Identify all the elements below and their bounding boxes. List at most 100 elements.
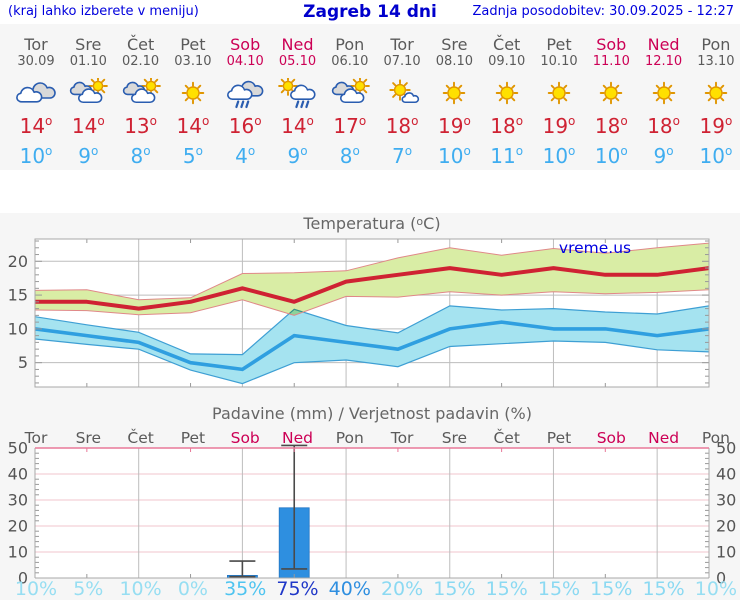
precip-day-label: Tor [390,429,414,447]
low-temp: 7o [392,144,413,168]
weather-icon [538,78,580,110]
weather-icon [224,78,266,110]
sun-cloud-icon [331,76,370,104]
forecast-day-column: Pon 06.10 17o 8o [322,24,378,170]
forecast-day-column: Čet 02.10 13o 8o [113,24,169,170]
low-temp: 9o [78,144,99,168]
precip-ytick-left: 50 [8,439,28,458]
sunny-icon [704,81,728,105]
day-date: 07.10 [383,54,421,69]
low-temp: 4o [235,144,256,168]
forecast-day-column: Sob 11.10 18o 10o [583,24,639,170]
weather-icon [381,78,423,110]
low-temp: 10o [594,144,628,168]
day-name: Ned [281,35,314,54]
precip-probability-label: 10% [119,578,161,600]
high-temp: 18o [490,114,524,138]
precip-day-label: Ned [648,429,679,447]
low-temp: 11o [490,144,524,168]
day-date: 11.10 [592,54,630,69]
weather-icon [643,78,685,110]
precip-day-label: Tor [24,429,48,447]
precip-day-label: Čet [127,428,153,447]
forecast-day-column: Pet 10.10 19o 10o [531,24,587,170]
tmax-line [35,266,709,311]
day-date: 13.10 [697,54,735,69]
low-temp: 5o [182,144,203,168]
high-temp: 18o [647,114,680,138]
weather-icon [67,76,109,110]
precip-probability-label: 15% [590,578,632,600]
tmin-line [35,320,709,372]
precip-ytick-left: 30 [8,491,28,510]
day-date: 05.10 [278,54,317,69]
day-date: 09.10 [488,54,526,69]
high-temp: 18o [385,114,419,138]
day-name: Tor [24,35,48,54]
day-name: Pon [701,35,731,54]
precip-probability-label: 15% [486,578,528,600]
low-temp: 10o [699,144,733,168]
day-date: 03.10 [174,54,212,69]
rain-icon [227,80,264,109]
sunny-icon [443,81,466,105]
precip-probability-label: 10% [695,578,737,600]
precip-ytick-right: 0 [716,569,726,588]
sun-rain-icon [277,76,316,109]
precip-probability-label: 5% [73,578,103,600]
day-name: Tor [390,35,414,54]
precip-day-label: Pon [336,429,364,447]
low-temp: 9o [653,144,674,168]
forecast-day-column: Čet 09.10 18o 11o [479,24,535,170]
forecast-day-column: Sob 04.10 16o 4o [217,24,273,170]
high-temp: 16o [228,114,262,138]
high-temp: 19o [542,114,576,138]
precip-day-label: Sre [442,429,467,447]
precip-chart-title: Padavine (mm) / Verjetnost padavin (%) [212,405,532,423]
day-date: 10.10 [540,54,578,69]
high-temp: 14o [281,114,314,138]
forecast-day-column: Pon 13.10 19o 10o [688,24,740,170]
day-date: 02.10 [121,54,160,69]
day-date: 06.10 [331,54,369,69]
day-date: 08.10 [435,54,473,69]
precip-day-label: Sob [231,429,260,447]
precip-day-label: Ned [282,429,313,447]
high-temp: 14o [176,114,210,138]
forecast-day-column: Sre 08.10 19o 10o [426,24,482,170]
weather-icon [695,78,737,110]
precip-day-label: Pon [702,429,730,447]
high-temp: 18o [594,114,628,138]
precip-probability-label: 40% [329,578,371,600]
day-date: 12.10 [644,54,683,69]
day-name: Pon [335,35,365,54]
sunny-icon [547,81,571,105]
precip-day-label: Pet [547,429,571,447]
temp-ytick-label: 20 [8,252,28,271]
precip-ytick-right: 30 [716,491,736,510]
weather-icon [329,76,371,110]
sun-cloud-icon [122,76,161,104]
sunny-icon [181,81,205,105]
precip-probability-label: 15% [433,578,475,600]
precipitation-chart: Padavine (mm) / Verjetnost padavin (%) To… [8,405,737,600]
daily-forecast-strip: Tor 30.09 14o 10o Sre 01.10 14o 9o Čet 02.10 13o 8o… [0,24,740,170]
weather-icon [277,76,319,110]
day-name: Sre [441,35,468,54]
precip-probability-label: 35% [224,578,266,600]
watermark-text: vreme.us [559,239,631,257]
precip-ytick-left: 20 [8,517,28,536]
low-temp: 10o [542,144,576,168]
high-temp: 19o [699,114,733,138]
precip-probability-label: 15% [642,578,684,600]
precip-probability-label: 15% [538,578,580,600]
weather-icon [486,78,528,110]
temp-ytick-label: 15 [8,286,28,305]
day-date: 01.10 [69,54,107,69]
precip-ytick-left: 10 [8,543,28,562]
precip-ytick-left: 40 [8,465,28,484]
temp-ytick-label: 5 [18,353,28,372]
forecast-day-column: Tor 07.10 18o 7o [374,24,430,170]
precip-day-label: Pet [181,429,205,447]
high-temp: 13o [124,114,157,138]
